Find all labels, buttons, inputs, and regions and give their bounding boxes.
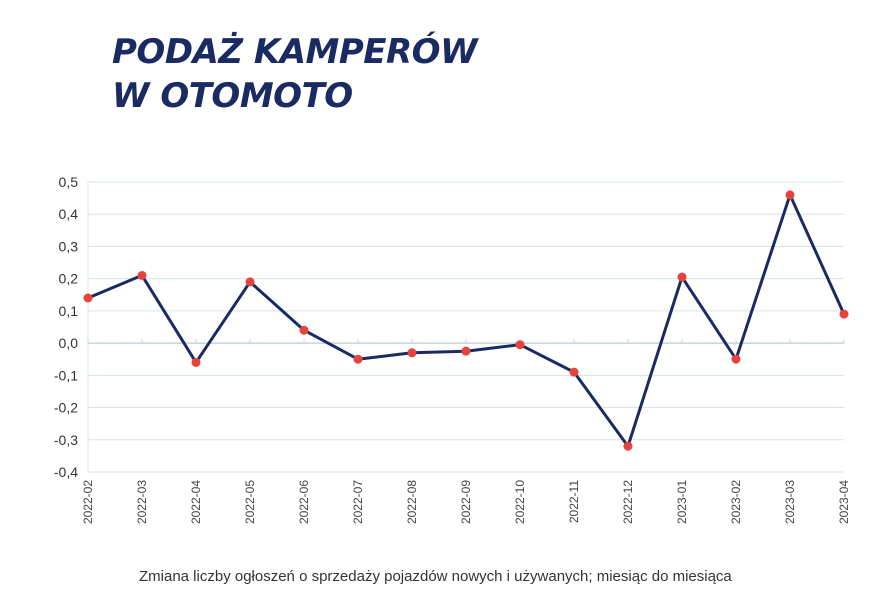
data-point	[569, 367, 579, 377]
x-tick-label: 2023-04	[837, 480, 851, 524]
y-tick-label: 0,5	[59, 174, 79, 190]
y-tick-label: 0,1	[59, 303, 79, 319]
x-tick-label: 2022-03	[135, 480, 149, 524]
data-point	[353, 354, 363, 364]
data-point	[407, 348, 417, 358]
x-tick-label: 2022-04	[189, 480, 203, 524]
chart-title-line-1: PODAŻ KAMPERÓW	[112, 32, 478, 72]
y-tick-label: 0,4	[59, 206, 79, 222]
data-point	[623, 441, 633, 451]
data-point	[83, 293, 93, 303]
chart-title-line-2: W OTOMOTO	[112, 76, 353, 116]
x-tick-label: 2022-05	[243, 480, 257, 524]
series-line-group	[86, 193, 846, 448]
data-point	[515, 340, 525, 350]
x-tick-label: 2022-09	[459, 480, 473, 524]
y-tick-label: -0,3	[54, 432, 78, 448]
grid-lines	[87, 181, 845, 473]
x-tick-label: 2022-07	[351, 480, 365, 524]
data-point	[191, 357, 201, 367]
data-point	[299, 325, 309, 335]
data-point	[839, 309, 849, 319]
x-tick-label: 2022-02	[81, 480, 95, 524]
data-point	[731, 354, 741, 364]
y-tick-label: -0,2	[54, 400, 78, 416]
y-tick-label: 0,3	[59, 238, 79, 254]
x-tick-label: 2023-01	[675, 480, 689, 524]
x-tick-label: 2022-12	[621, 480, 635, 524]
x-axis-ticks: 2022-02 2022-03 2022-04 2022-05 2022-06 2022-…	[81, 480, 851, 524]
data-point	[137, 270, 147, 280]
x-tick-label: 2022-11	[567, 480, 581, 523]
data-point	[245, 277, 255, 287]
x-tick-label: 2022-10	[513, 480, 527, 524]
data-point	[677, 272, 687, 282]
y-axis-ticks: 0,5 0,4 0,3 0,2 0,1 0,0 -0,1 -0,2 -0,3 -0,4	[54, 174, 78, 480]
series-line	[86, 193, 846, 448]
data-points	[83, 190, 849, 451]
y-tick-label: 0,2	[59, 271, 79, 287]
y-tick-label: 0,0	[59, 335, 79, 351]
chart-caption: Zmiana liczby ogłoszeń o sprzedaży pojaz…	[139, 568, 732, 585]
y-tick-label: -0,1	[54, 367, 78, 383]
x-tick-label: 2023-03	[783, 480, 797, 524]
chart-title: PODAŻ KAMPERÓW W OTOMOTO	[112, 30, 478, 118]
data-point	[785, 190, 795, 200]
data-point	[461, 346, 471, 356]
y-tick-label: -0,4	[54, 464, 78, 480]
x-tick-label: 2022-06	[297, 480, 311, 524]
x-tick-label: 2022-08	[405, 480, 419, 524]
x-tick-label: 2023-02	[729, 480, 743, 524]
